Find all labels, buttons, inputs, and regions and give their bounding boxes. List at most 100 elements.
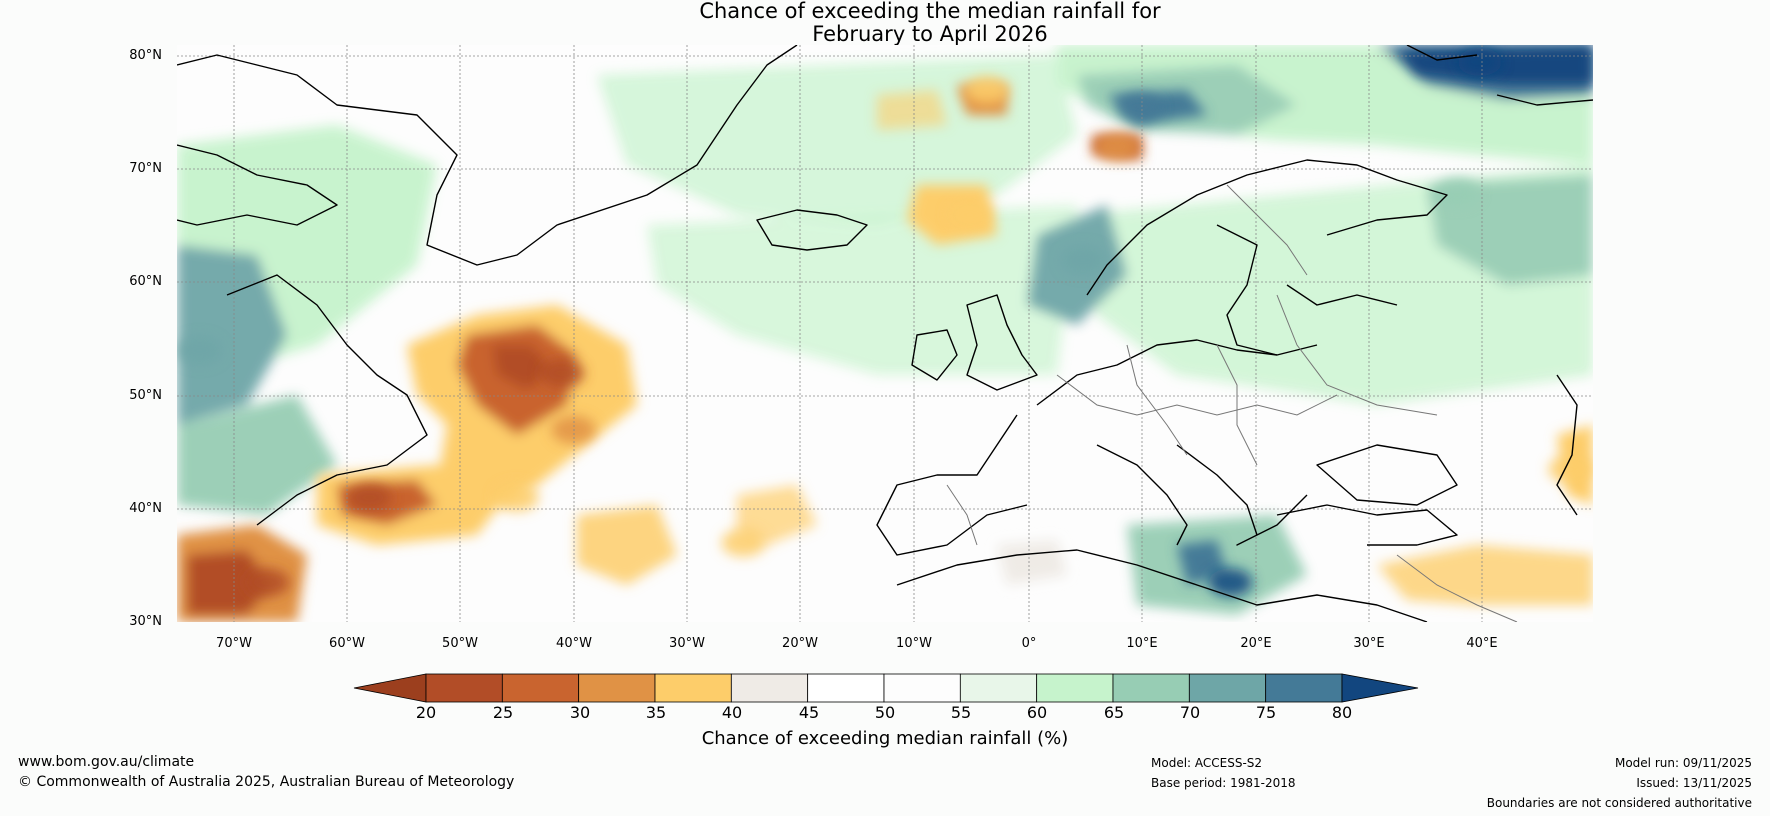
colorbar-tick-80: 80 (1331, 703, 1353, 722)
title-line-1: Chance of exceeding the median rainfall … (699, 0, 1161, 23)
coastline-iceland (756, 209, 868, 251)
colorbar-tick-30: 30 (569, 703, 591, 722)
coastline-sweden-baltic (1216, 224, 1278, 356)
coastline-ireland (911, 329, 958, 381)
border-scandinavia (1226, 184, 1308, 276)
coastline-italy (1096, 444, 1188, 546)
footer-copyright: © Commonwealth of Australia 2025, Austra… (18, 774, 515, 790)
anomaly-zone-dry-8 (947, 200, 992, 229)
coastline-labrador (226, 274, 428, 526)
colorbar-bin-45-50 (807, 673, 885, 703)
wet-region-nova-scotia (177, 395, 337, 515)
dry-region-mid-atlantic-south (577, 505, 677, 585)
coastline-britain (966, 294, 1038, 391)
colorbar-tick-45: 45 (798, 703, 820, 722)
wet-region-mid-atlantic (647, 205, 1077, 375)
chart-title: Chance of exceeding the median rainfall … (0, 0, 1770, 46)
lon-label-40e: 40°E (1466, 636, 1498, 651)
border-europe-b (1126, 344, 1188, 456)
dry-region-greenland-sea (877, 90, 947, 130)
colorbar-bin-65-70 (1112, 673, 1190, 703)
lon-label-0: 0° (1021, 636, 1037, 651)
colorbar-tick-35: 35 (645, 703, 667, 722)
border-europe-d (1276, 294, 1438, 416)
colorbar-bin-50-55 (883, 673, 961, 703)
dry-region-north-africa (997, 540, 1067, 585)
colorbar-tick-60: 60 (1026, 703, 1048, 722)
anomaly-zone-markers (177, 47, 1593, 597)
country-borders (946, 184, 1518, 622)
lat-label-50n: 50°N (129, 388, 162, 403)
colorbar-tick-70: 70 (1179, 703, 1201, 722)
lat-label-60n: 60°N (129, 274, 162, 289)
coastline-baffin (177, 144, 338, 226)
dry-region-middle-east (1377, 545, 1593, 605)
anomaly-zone-dry-1 (540, 359, 585, 388)
anomaly-zone-dry-4 (494, 483, 539, 512)
colorbar-bin-20-25 (425, 673, 503, 703)
coastline-novaya (1496, 94, 1593, 106)
footer-model-run: Model run: 09/11/2025 (1614, 756, 1752, 770)
anomaly-zone-wet-11 (1117, 93, 1162, 122)
coastline-france-iberia (876, 414, 1028, 556)
anomaly-zone-dry-0 (245, 568, 290, 597)
anomaly-zone-wet-13 (177, 336, 222, 365)
wet-region-canada-coast (177, 245, 287, 425)
lat-label-30n: 30°N (129, 614, 162, 629)
colorbar-bin-35-40 (654, 673, 732, 703)
border-europe-c (1216, 344, 1258, 466)
coastline-west-europe (1036, 339, 1318, 406)
colorbar-bin-75-80 (1265, 673, 1343, 703)
colorbar-tick-50: 50 (874, 703, 896, 722)
colorbar-tick-65: 65 (1103, 703, 1125, 722)
colorbar-extend-low (353, 673, 427, 703)
colorbar-tick-75: 75 (1255, 703, 1277, 722)
graticule (177, 45, 1593, 622)
colorbar-extend-high (1341, 673, 1419, 703)
anomaly-zone-dry-5 (721, 528, 766, 557)
lat-label-40n: 40°N (129, 501, 162, 516)
coastline-greenland (177, 45, 798, 266)
coastline-norway (1086, 159, 1448, 296)
lon-label-50w: 50°W (442, 636, 478, 651)
anomaly-zone-dry-3 (551, 415, 596, 444)
dry-region-southwest-core (187, 550, 272, 615)
anomaly-zone-dry-7 (1095, 132, 1140, 161)
colorbar-tick-55: 55 (950, 703, 972, 722)
wet-region-north-atlantic (597, 55, 1077, 225)
footer-base-period: Base period: 1981-2018 (1151, 776, 1296, 790)
coastline-black-sea (1316, 444, 1458, 506)
colorbar-bin-40-45 (730, 673, 809, 703)
lon-label-40w: 40°W (556, 636, 592, 651)
lon-label-30w: 30°W (669, 636, 705, 651)
border-middle-east (1396, 554, 1518, 622)
footer-disclaimer: Boundaries are not considered authoritat… (1486, 796, 1752, 810)
lon-label-20w: 20°W (782, 636, 818, 651)
coastline-finland (1286, 284, 1398, 306)
anomaly-zone-wet-14 (1061, 245, 1106, 274)
border-iberia (946, 484, 978, 546)
footer-issued: Issued: 13/11/2025 (1636, 776, 1752, 790)
rainfall-map (177, 45, 1593, 622)
coastline-north-africa (896, 549, 1428, 622)
colorbar-bin-55-60 (959, 673, 1038, 703)
coastline-balkans-greece (1176, 444, 1308, 546)
colorbar-bin-70-75 (1188, 673, 1267, 703)
lon-label-10w: 10°W (896, 636, 932, 651)
colorbar (353, 673, 1419, 703)
lon-label-70w: 70°W (216, 636, 252, 651)
coastline-svalbard (1406, 45, 1478, 61)
coastline-turkey (1276, 504, 1458, 546)
title-line-2: February to April 2026 (812, 22, 1048, 46)
coastlines (177, 45, 1593, 622)
footer-model: Model: ACCESS-S2 (1151, 756, 1263, 770)
colorbar-tick-40: 40 (721, 703, 743, 722)
colorbar-bin-25-30 (501, 673, 580, 703)
colorbar-bin-60-65 (1036, 673, 1114, 703)
lat-label-70n: 70°N (129, 161, 162, 176)
lon-label-10e: 10°E (1126, 636, 1158, 651)
anomaly-zone-wet-10 (1457, 47, 1502, 76)
footer-website: www.bom.gov.au/climate (18, 754, 195, 770)
anomaly-zone-dry-2 (347, 483, 392, 512)
dry-anomaly-layer (177, 85, 1593, 622)
